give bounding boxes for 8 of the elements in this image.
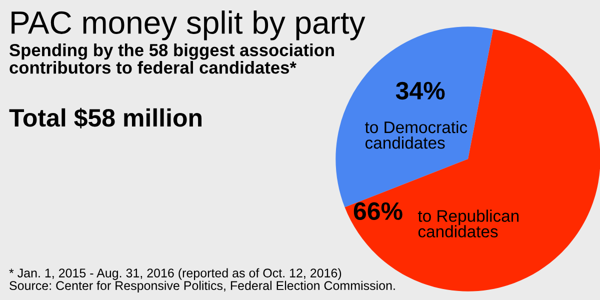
data-label: 34% [396, 82, 445, 100]
slice-label: to Democratic candidates [365, 120, 468, 149]
text: Spending by the 58 biggest association contributors to federal candidates* [10, 44, 334, 74]
text: * Jan. 1, 2015 - Aug. 31, 2016 (reported as of Oct. 12, 2016) Source: Center for Responsive Politics, Federal Election Commission. [9, 268, 395, 292]
slice-label: to Republican candidates [418, 210, 519, 238]
chart-title: PAC money split by party [12, 10, 366, 40]
data-label: 66% [354, 202, 402, 220]
text: Total $58 million [9, 108, 202, 128]
